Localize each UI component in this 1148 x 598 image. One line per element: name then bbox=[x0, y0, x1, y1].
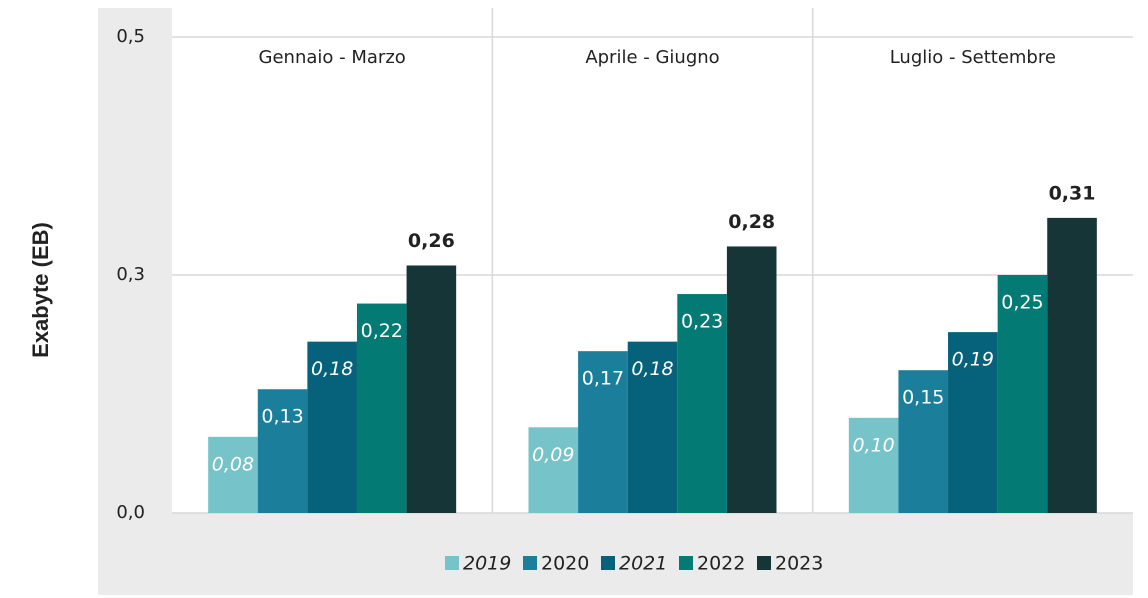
data-label: 0,17 bbox=[582, 368, 624, 390]
legend-swatch bbox=[523, 556, 537, 570]
bar bbox=[848, 417, 899, 513]
legend-label: 2021 bbox=[619, 553, 667, 575]
legend-swatch bbox=[601, 556, 615, 570]
data-label: 0,26 bbox=[408, 230, 455, 252]
legend-label: 2022 bbox=[697, 553, 745, 575]
bar bbox=[997, 275, 1048, 513]
legend-swatch bbox=[445, 556, 459, 570]
y-tick-label: 0,0 bbox=[116, 502, 145, 523]
bar bbox=[307, 341, 357, 513]
data-label: 0,25 bbox=[1001, 292, 1043, 314]
bar bbox=[627, 341, 678, 513]
bar bbox=[257, 389, 308, 513]
data-label: 0,13 bbox=[261, 406, 303, 428]
legend-swatch bbox=[757, 556, 771, 570]
data-label: 0,10 bbox=[852, 434, 894, 456]
bar bbox=[208, 436, 258, 513]
data-label: 0,18 bbox=[311, 358, 353, 380]
data-label: 0,23 bbox=[681, 311, 723, 333]
legend-label: 2023 bbox=[775, 553, 823, 575]
data-label: 0,31 bbox=[1049, 182, 1096, 204]
data-label: 0,22 bbox=[361, 320, 403, 342]
data-label: 0,08 bbox=[212, 453, 254, 475]
bar bbox=[356, 303, 407, 513]
bar bbox=[1047, 217, 1097, 513]
legend-label: 2019 bbox=[463, 553, 511, 575]
bar bbox=[578, 351, 628, 513]
legend-label: 2020 bbox=[541, 553, 589, 575]
bar bbox=[406, 265, 457, 513]
bar bbox=[726, 246, 777, 513]
data-label: 0,09 bbox=[532, 444, 574, 466]
y-tick-label: 0,5 bbox=[116, 26, 145, 47]
data-label: 0,19 bbox=[952, 349, 994, 371]
y-axis-label: Exabyte (EB) bbox=[28, 222, 53, 358]
bar bbox=[898, 370, 949, 513]
bar bbox=[677, 294, 727, 513]
legend-swatch bbox=[679, 556, 693, 570]
y-tick-label: 0,3 bbox=[116, 264, 145, 285]
bar bbox=[948, 332, 998, 513]
data-label: 0,28 bbox=[728, 211, 775, 233]
data-label: 0,15 bbox=[902, 387, 944, 409]
data-label: 0,18 bbox=[631, 358, 673, 380]
facet-title: Luglio - Settembre bbox=[890, 47, 1056, 68]
bar bbox=[528, 427, 579, 513]
facet-title: Aprile - Giugno bbox=[585, 47, 719, 68]
facet-title: Gennaio - Marzo bbox=[259, 47, 406, 68]
